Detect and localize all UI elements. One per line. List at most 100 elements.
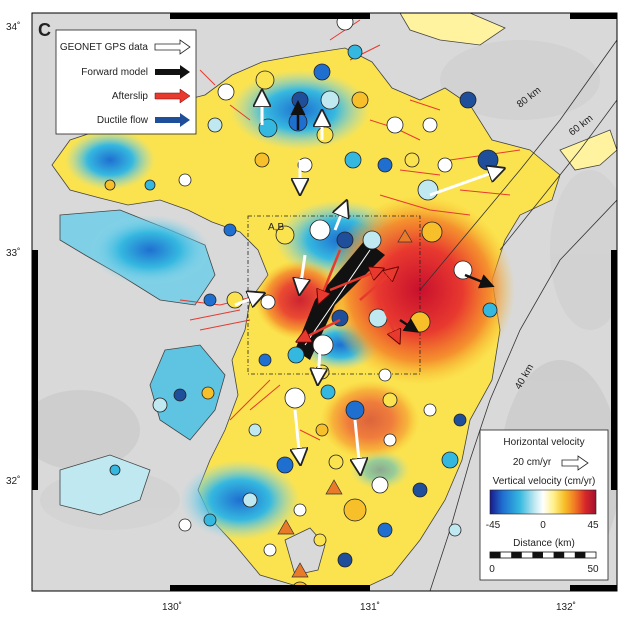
gps-observed-vector	[300, 254, 305, 290]
gps-station-marker	[377, 522, 393, 538]
gps-station-marker	[344, 151, 362, 169]
distance-tick-0: 0	[489, 564, 495, 575]
vector-legend: GEONET GPS data Forward model Afterslip …	[55, 29, 197, 135]
lat-tick-34: 34˚	[6, 21, 20, 33]
gps-station-marker	[223, 223, 237, 237]
gps-station-marker	[178, 518, 192, 532]
inset-label: A,B	[268, 222, 284, 233]
gps-station-marker	[477, 149, 499, 171]
distance-tick-50: 50	[587, 564, 599, 575]
gps-station-marker	[362, 230, 382, 250]
gps-station-marker	[217, 83, 235, 101]
colorbar-tick-zero: 0	[540, 520, 546, 531]
gps-station-marker	[312, 334, 334, 356]
gps-station-marker	[313, 533, 327, 547]
gps-station-marker	[453, 260, 473, 280]
vertical-velocity-title: Vertical velocity (cm/yr)	[493, 476, 596, 487]
gps-station-marker	[287, 346, 305, 364]
gps-station-marker	[275, 225, 295, 245]
gps-station-marker	[313, 63, 331, 81]
gps-station-marker	[320, 384, 336, 400]
gps-station-marker	[263, 543, 277, 557]
gps-observed-vector	[335, 205, 345, 231]
gps-station-marker	[351, 91, 369, 109]
shikoku-tip	[559, 129, 617, 171]
honshu-edge	[399, 13, 506, 46]
legend-arrow-afterslip	[154, 88, 191, 104]
legend-label-gps: GEONET GPS data	[60, 42, 149, 53]
gps-station-marker	[412, 482, 428, 498]
afterslip-vector	[300, 318, 341, 340]
gps-station-marker	[383, 433, 397, 447]
gps-station-marker	[328, 454, 344, 470]
gps-station-marker	[152, 397, 168, 413]
gps-station-marker	[144, 179, 156, 191]
gps-station-marker	[459, 91, 477, 109]
lat-tick-33: 33˚	[6, 247, 20, 259]
gps-stations	[104, 13, 499, 591]
horizontal-velocity-ref: 20 cm/yr	[513, 457, 552, 468]
gps-station-marker	[347, 44, 363, 60]
velocity-vectors	[234, 95, 500, 470]
gps-station-marker	[226, 291, 244, 309]
gps-station-marker	[260, 294, 276, 310]
gps-observed-vector	[318, 349, 320, 380]
frame-graticule-bars	[32, 13, 617, 591]
gps-station-marker	[441, 451, 459, 469]
southwest-island	[59, 454, 151, 516]
gps-station-marker	[437, 157, 453, 173]
gps-station-marker	[309, 219, 331, 241]
gps-station-marker	[291, 91, 309, 109]
legend-label-ductile: Ductile flow	[97, 115, 149, 126]
colorbar-tick-max: 45	[587, 520, 599, 531]
lon-tick-132: 132˚	[556, 601, 576, 613]
afterslip-vector	[378, 299, 398, 340]
gps-station-marker	[109, 464, 121, 476]
gps-station-marker	[377, 157, 393, 173]
gps-station-marker	[417, 179, 439, 201]
gps-station-marker	[207, 117, 223, 133]
scale-legend: Horizontal velocity 20 cm/yr Vertical ve…	[479, 429, 609, 581]
gps-station-marker	[422, 117, 438, 133]
gps-station-marker	[448, 523, 462, 537]
reference-arrow	[561, 455, 589, 471]
gps-station-marker	[255, 70, 275, 90]
legend-arrow-ductile	[155, 113, 190, 127]
gps-station-marker	[453, 413, 467, 427]
colorbar	[489, 489, 597, 515]
gps-station-marker	[378, 368, 392, 382]
forward-model-vector	[399, 318, 420, 333]
lon-tick-130: 130˚	[162, 601, 182, 613]
amakusa-islands	[149, 344, 226, 441]
distance-title: Distance (km)	[513, 538, 575, 549]
gps-station-marker	[276, 456, 294, 474]
legend-arrow-forward	[155, 65, 190, 79]
gps-station-marker	[203, 293, 217, 307]
fault-trace	[304, 249, 371, 346]
legend-label-afterslip: Afterslip	[112, 91, 149, 102]
gps-station-marker	[173, 388, 187, 402]
gps-station-marker	[242, 492, 258, 508]
lon-tick-131: 131˚	[360, 601, 380, 613]
gps-station-marker	[248, 423, 262, 437]
gps-station-marker	[316, 126, 334, 144]
gps-station-marker	[404, 152, 420, 168]
panel-label: C	[38, 20, 51, 40]
lat-tick-32: 32˚	[6, 475, 20, 487]
horizontal-velocity-title: Horizontal velocity	[503, 437, 584, 448]
gps-station-marker	[178, 173, 192, 187]
gps-station-marker	[343, 498, 367, 522]
gps-station-marker	[201, 386, 215, 400]
gps-observed-vector	[234, 295, 260, 305]
distance-scalebar	[489, 551, 597, 559]
gps-station-marker	[382, 392, 398, 408]
afterslip-vector	[329, 270, 380, 292]
gps-station-marker	[293, 503, 307, 517]
gps-station-marker	[203, 513, 217, 527]
gps-station-marker	[320, 90, 340, 110]
gps-station-marker	[386, 116, 404, 134]
legend-label-forward: Forward model	[81, 67, 148, 78]
legend-arrow-gps	[154, 39, 191, 55]
gps-station-marker	[345, 400, 365, 420]
